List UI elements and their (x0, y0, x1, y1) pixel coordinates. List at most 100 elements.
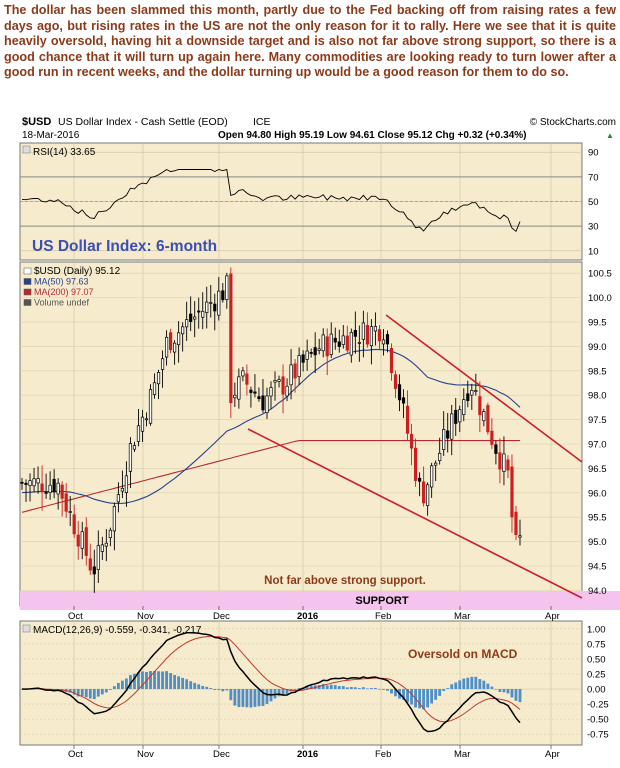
macd-histogram-bar (353, 687, 357, 690)
macd-histogram-bar (76, 689, 80, 697)
candle-body (84, 527, 88, 556)
candle-body (494, 444, 498, 454)
candle-body (48, 484, 52, 493)
rsi-layer (21, 168, 521, 233)
candle-body (177, 332, 181, 346)
macd-histogram-bar (245, 689, 249, 708)
macd-histogram-bar (129, 675, 132, 690)
candle-body (148, 389, 153, 424)
candle-body (482, 411, 486, 422)
candle-body (329, 333, 333, 355)
x-axis-label: Nov (137, 611, 154, 622)
candle-body (205, 301, 209, 313)
candle-body (305, 350, 309, 360)
candle-body (478, 396, 482, 416)
macd-histogram-bar (177, 676, 181, 690)
macd-histogram-bar (390, 689, 393, 694)
macd-histogram-bar (378, 689, 381, 690)
macd-x-axis-label: 2016 (297, 749, 318, 760)
candle-body (357, 342, 361, 344)
candle-body (345, 335, 349, 351)
candle-body (164, 336, 169, 358)
candle-body (24, 482, 28, 485)
candle-body (128, 443, 133, 472)
macd-histogram-bar (201, 685, 205, 690)
macd-histogram-bar (88, 689, 92, 699)
macd-histogram-bar (386, 689, 389, 691)
candle-body (181, 326, 185, 335)
macd-x-axis-label: Apr (545, 749, 560, 760)
candle-body (136, 425, 141, 442)
macd-histogram-bar (197, 684, 201, 690)
candle-body (140, 416, 145, 432)
candle-body (88, 558, 92, 571)
macd-histogram-bar (265, 689, 269, 704)
candle-body (40, 483, 44, 493)
macd-histogram-bar (96, 689, 100, 697)
candle-body (393, 374, 398, 389)
candle-body (454, 409, 458, 424)
x-axis-label: Oct (68, 611, 83, 622)
macd-histogram-bar (221, 689, 225, 692)
price-tick-label: 100.5 (588, 269, 612, 280)
candle-body (273, 380, 277, 383)
macd-histogram-bar (382, 689, 385, 690)
candle-body (373, 326, 378, 332)
macd-histogram-bar (406, 689, 409, 703)
macd-tick-label: 0.25 (587, 669, 606, 680)
candle-body (413, 447, 418, 481)
macd-histogram-bar (430, 689, 434, 704)
macd-histogram-bar (337, 686, 341, 690)
macd-histogram-bar (112, 686, 116, 690)
macd-histogram-bar (514, 689, 518, 701)
candle-body (510, 466, 514, 518)
macd-histogram-bar (486, 683, 490, 690)
ma200-line (21, 440, 520, 513)
candle-body (104, 542, 108, 547)
candle-body (108, 529, 112, 538)
candle-body (28, 480, 32, 487)
macd-histogram-bar (478, 679, 482, 690)
candle-body (381, 339, 386, 345)
macd-histogram-bar (72, 689, 76, 695)
stockcharts-credit: © StockCharts.com (530, 117, 616, 128)
candle-body (285, 385, 289, 397)
candle-body (20, 481, 24, 484)
price-layer (20, 267, 522, 593)
macd-histogram-bar (80, 689, 84, 697)
macd-histogram-bar (502, 689, 506, 693)
change-up-arrow: ▲ (606, 131, 614, 140)
macd-tick-label: -0.50 (587, 715, 609, 726)
candle-body (313, 347, 317, 356)
candle-body (333, 337, 337, 343)
price-tick-label: 98.5 (588, 366, 607, 377)
candle-body (321, 334, 325, 352)
macd-histogram-bar (490, 686, 494, 690)
macd-histogram-bar (357, 688, 361, 690)
macd-histogram-bar (133, 673, 136, 690)
macd-x-axis-label: Mar (454, 749, 470, 760)
macd-histogram-bar (498, 689, 502, 692)
macd-histogram-bar (257, 689, 261, 707)
rsi-line (21, 168, 521, 233)
candle-body (301, 354, 305, 363)
macd-histogram-bar (510, 689, 514, 698)
price-tick-label: 100.0 (588, 293, 612, 304)
legend-swatch (23, 278, 32, 285)
legend-swatch (23, 288, 32, 296)
macd-histogram-bar (305, 685, 309, 690)
candle-body (498, 452, 502, 470)
macd-histogram-bar (317, 685, 321, 690)
macd-histogram-bar (261, 689, 265, 706)
macd-label: MACD(12,26,9) -0.559, -0.341, -0.217 (33, 625, 202, 636)
candle-body (269, 387, 273, 397)
candle-body (514, 511, 518, 535)
candle-body (458, 409, 462, 423)
macd-histogram-bar (321, 684, 325, 690)
macd-histogram-bar (253, 689, 257, 707)
legend-entry: MA(50) 97.63 (34, 277, 89, 287)
candle-body (365, 324, 369, 345)
macd-histogram-bar (450, 684, 454, 690)
macd-histogram-bar (120, 680, 124, 690)
